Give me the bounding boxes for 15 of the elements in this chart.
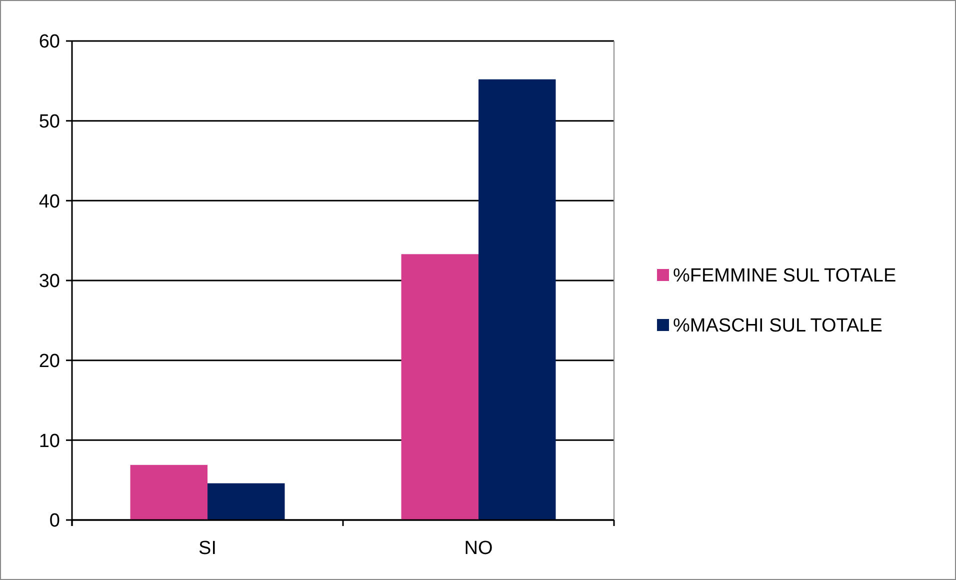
- y-tick-label: 50: [38, 111, 60, 132]
- legend-label: %MASCHI SUL TOTALE: [673, 316, 882, 337]
- y-tick-label: 40: [38, 191, 60, 212]
- x-tick-label: NO: [464, 538, 493, 559]
- y-tick-label: 30: [38, 271, 60, 292]
- bar: [401, 254, 478, 520]
- bar: [208, 483, 285, 520]
- x-tick-label: SI: [198, 538, 216, 559]
- legend-label: %FEMMINE SUL TOTALE: [673, 266, 896, 287]
- bar: [478, 79, 556, 520]
- y-tick-label: 20: [38, 350, 60, 372]
- y-tick-label: 60: [38, 32, 60, 53]
- y-tick-label: 10: [38, 430, 60, 452]
- bar: [130, 464, 208, 520]
- y-tick-label: 0: [49, 510, 60, 532]
